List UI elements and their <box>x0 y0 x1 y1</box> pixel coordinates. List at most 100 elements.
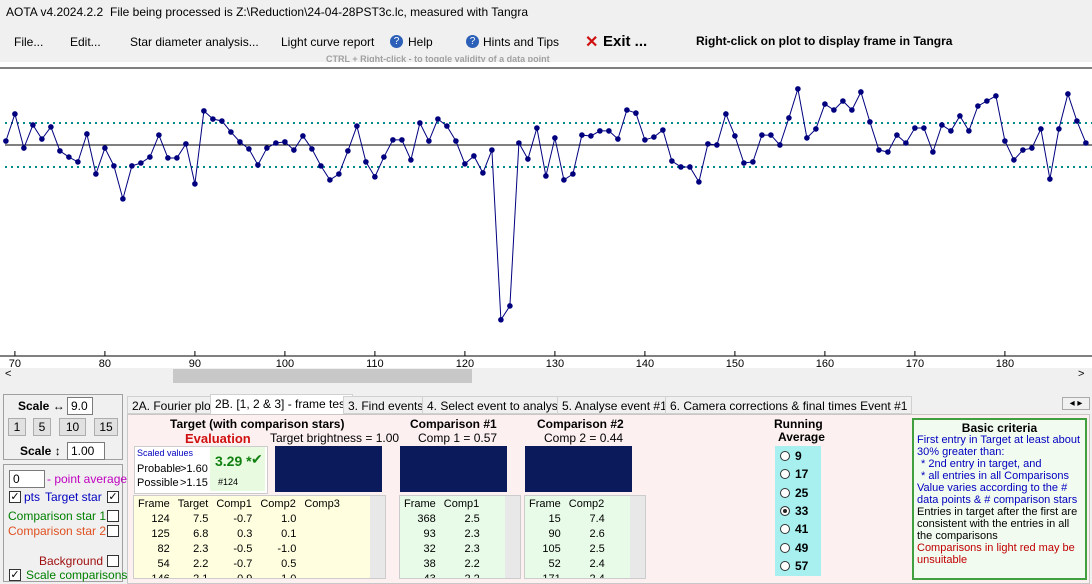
data-point[interactable] <box>129 163 135 169</box>
data-point[interactable] <box>1065 91 1071 97</box>
data-point[interactable] <box>255 162 261 168</box>
data-point[interactable] <box>1029 145 1035 151</box>
point-average-select[interactable]: 0 <box>9 470 45 488</box>
data-point[interactable] <box>192 181 198 187</box>
data-point[interactable] <box>831 107 837 113</box>
radio[interactable] <box>780 487 790 498</box>
data-point[interactable] <box>102 145 108 151</box>
data-point[interactable] <box>165 155 171 161</box>
data-point[interactable] <box>246 146 252 152</box>
checkbox[interactable]: ✓ <box>107 491 119 503</box>
data-point[interactable] <box>66 154 72 160</box>
data-point[interactable] <box>597 128 603 134</box>
data-point[interactable] <box>804 135 810 141</box>
data-point[interactable] <box>687 164 693 170</box>
data-point[interactable] <box>75 159 81 165</box>
data-point[interactable] <box>471 153 477 159</box>
data-point[interactable] <box>264 145 270 151</box>
data-point[interactable] <box>1020 147 1026 153</box>
data-point[interactable] <box>300 133 306 139</box>
menu-item[interactable]: Hints and Tips <box>483 35 560 49</box>
data-point[interactable] <box>534 125 540 131</box>
data-point[interactable] <box>408 157 414 163</box>
data-point[interactable] <box>381 154 387 160</box>
data-point[interactable] <box>984 98 990 104</box>
scale-button[interactable]: 5 <box>33 418 51 436</box>
radio[interactable] <box>780 469 790 480</box>
data-point[interactable] <box>147 154 153 160</box>
data-point[interactable] <box>813 126 819 132</box>
data-point[interactable] <box>705 141 711 147</box>
scale-button[interactable]: 1 <box>8 418 26 436</box>
data-point[interactable] <box>93 171 99 177</box>
data-point[interactable] <box>453 138 459 144</box>
data-point[interactable] <box>930 149 936 155</box>
data-point[interactable] <box>318 163 324 169</box>
radio-option[interactable]: 57 <box>780 558 808 574</box>
data-point[interactable] <box>489 147 495 153</box>
data-point[interactable] <box>138 160 144 166</box>
data-point[interactable] <box>210 116 216 122</box>
data-point[interactable] <box>156 132 162 138</box>
tab-scroll[interactable]: ◂ ▸ <box>1062 397 1090 410</box>
data-point[interactable] <box>975 103 981 109</box>
data-point[interactable] <box>462 161 468 167</box>
radio-option[interactable]: 41 <box>780 521 808 537</box>
data-point[interactable] <box>1002 138 1008 144</box>
table-scrollbar[interactable] <box>370 496 385 578</box>
data-point[interactable] <box>435 116 441 122</box>
data-point[interactable] <box>759 132 765 138</box>
data-point[interactable] <box>1011 157 1017 163</box>
data-point[interactable] <box>498 317 504 323</box>
data-point[interactable] <box>840 98 846 104</box>
data-point[interactable] <box>786 115 792 121</box>
radio-option[interactable]: 49 <box>780 540 808 556</box>
checkbox[interactable] <box>107 555 119 567</box>
data-point[interactable] <box>120 196 126 202</box>
data-point[interactable] <box>777 142 783 148</box>
tab[interactable]: 6. Camera corrections & final times Even… <box>665 396 913 414</box>
radio-option[interactable]: 25 <box>780 485 808 501</box>
data-point[interactable] <box>741 160 747 166</box>
menu-item[interactable]: Help <box>408 35 433 49</box>
data-point[interactable] <box>183 141 189 147</box>
menu-item[interactable]: Star diameter analysis... <box>130 35 259 49</box>
radio-option[interactable]: 17 <box>780 466 808 482</box>
data-point[interactable] <box>507 303 513 309</box>
scale-h-input[interactable]: 9.0 <box>67 397 93 415</box>
data-point[interactable] <box>948 128 954 134</box>
data-point[interactable] <box>858 89 864 95</box>
data-point[interactable] <box>732 133 738 139</box>
data-point[interactable] <box>903 140 909 146</box>
data-point[interactable] <box>3 138 9 144</box>
data-point[interactable] <box>1074 118 1080 124</box>
data-point[interactable] <box>543 173 549 179</box>
data-point[interactable] <box>714 142 720 148</box>
data-point[interactable] <box>624 107 630 113</box>
data-point[interactable] <box>768 132 774 138</box>
light-curve-plot[interactable]: 70 80 90 100 110 120 130 140 150 160 170 180 <box>0 62 1092 368</box>
data-point[interactable] <box>291 147 297 153</box>
data-point[interactable] <box>552 135 558 141</box>
scroll-thumb[interactable] <box>173 369 472 383</box>
data-point[interactable] <box>354 123 360 129</box>
radio[interactable] <box>780 560 790 571</box>
data-point[interactable] <box>1047 176 1053 182</box>
tab[interactable]: 3. Find events <box>343 396 429 414</box>
data-point[interactable] <box>750 159 756 165</box>
data-point[interactable] <box>336 171 342 177</box>
data-point[interactable] <box>57 148 63 154</box>
data-point[interactable] <box>21 145 27 151</box>
data-point[interactable] <box>399 137 405 143</box>
radio[interactable] <box>780 451 790 461</box>
data-point[interactable] <box>1083 140 1089 146</box>
data-point[interactable] <box>30 122 36 128</box>
scale-button[interactable]: 15 <box>94 418 118 436</box>
data-point[interactable] <box>480 170 486 176</box>
data-point[interactable] <box>444 123 450 129</box>
data-point[interactable] <box>1038 126 1044 132</box>
table-scrollbar[interactable] <box>630 496 645 578</box>
tab[interactable]: 5. Analyse event #1 <box>557 396 672 414</box>
scroll-right[interactable]: > <box>1078 368 1085 380</box>
radio-option[interactable]: 33 <box>780 503 808 519</box>
